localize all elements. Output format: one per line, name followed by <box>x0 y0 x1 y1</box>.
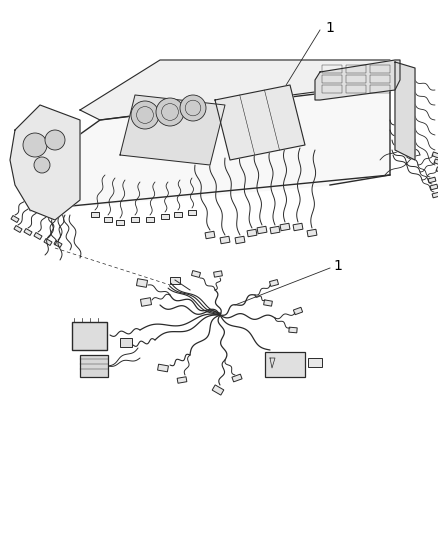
Bar <box>370 75 390 83</box>
Bar <box>80 355 108 377</box>
Bar <box>265 352 305 377</box>
Bar <box>104 216 112 222</box>
Bar <box>116 220 124 224</box>
Bar <box>137 279 148 287</box>
Polygon shape <box>80 60 390 120</box>
Polygon shape <box>395 62 415 160</box>
Bar <box>214 271 223 277</box>
Circle shape <box>23 133 47 157</box>
Bar <box>158 364 169 372</box>
Bar <box>370 85 390 93</box>
Bar <box>14 225 22 232</box>
Bar <box>177 377 187 383</box>
Bar <box>436 167 438 173</box>
Bar <box>161 214 169 219</box>
Polygon shape <box>120 95 225 165</box>
Bar <box>322 75 342 83</box>
Polygon shape <box>215 85 305 160</box>
Bar <box>308 358 322 367</box>
Bar <box>11 215 19 222</box>
Polygon shape <box>10 105 80 220</box>
Bar <box>293 223 303 231</box>
Circle shape <box>131 101 159 129</box>
FancyBboxPatch shape <box>72 322 107 350</box>
Bar <box>205 231 215 239</box>
Circle shape <box>156 98 184 126</box>
Bar <box>307 229 317 237</box>
Bar <box>293 308 303 314</box>
Bar <box>91 212 99 216</box>
Text: 1: 1 <box>325 21 334 35</box>
Bar <box>322 85 342 93</box>
Bar <box>24 229 32 236</box>
Bar <box>270 227 280 234</box>
Bar <box>54 240 62 247</box>
Bar <box>264 300 272 306</box>
Circle shape <box>45 130 65 150</box>
Bar <box>346 65 366 73</box>
Bar <box>141 298 152 306</box>
Bar <box>232 374 242 382</box>
Bar <box>44 239 52 246</box>
Bar <box>170 277 180 284</box>
Bar <box>269 279 279 286</box>
Bar <box>247 229 257 237</box>
Bar <box>346 75 366 83</box>
Bar <box>428 177 436 183</box>
Polygon shape <box>30 85 390 210</box>
Bar <box>432 192 438 198</box>
Bar <box>430 184 438 190</box>
Bar <box>322 65 342 73</box>
Bar <box>257 227 267 234</box>
Bar <box>191 271 201 278</box>
Bar <box>346 85 366 93</box>
Bar <box>280 223 290 231</box>
Bar <box>131 216 139 222</box>
Bar <box>434 159 438 165</box>
Circle shape <box>34 157 50 173</box>
Bar <box>432 152 438 158</box>
Polygon shape <box>315 60 400 100</box>
Bar <box>212 385 224 395</box>
Bar <box>174 212 182 216</box>
Bar <box>188 209 196 214</box>
Circle shape <box>180 95 206 121</box>
Bar <box>120 338 132 347</box>
Bar <box>146 216 154 222</box>
Bar <box>289 327 297 333</box>
Bar <box>34 232 42 239</box>
Text: 1: 1 <box>333 259 342 273</box>
Bar <box>370 65 390 73</box>
Bar <box>235 236 245 244</box>
Bar <box>220 236 230 244</box>
